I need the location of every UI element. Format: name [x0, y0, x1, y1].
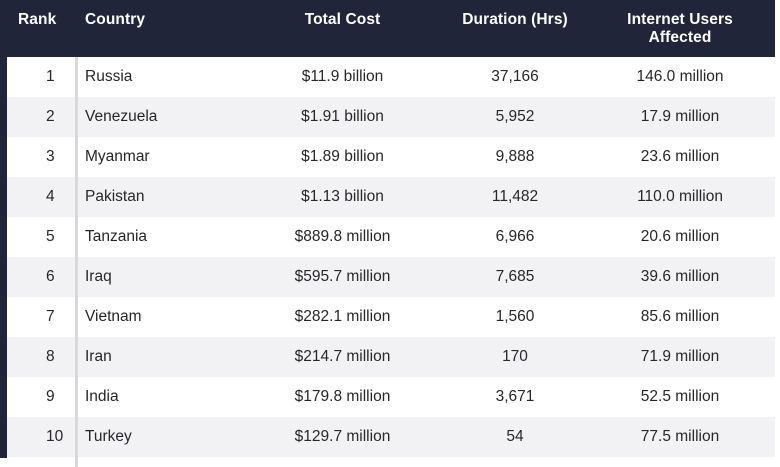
- table-row: 10 Turkey $129.7 million 54 77.5 million: [0, 417, 775, 457]
- users-affected-cell: 71.9 million: [640, 348, 720, 365]
- total-cost-cell: $214.7 million: [294, 348, 391, 365]
- total-cost-cell: $1.89 billion: [301, 148, 384, 165]
- total-cost-cell: $11.9 billion: [301, 68, 384, 85]
- rank-cell: 1: [46, 68, 55, 85]
- table-row: 4 Pakistan $1.13 billion 11,482 110.0 mi…: [0, 177, 775, 217]
- duration-cell: 170: [502, 348, 528, 365]
- column-header-country: Country: [85, 11, 146, 28]
- rank-cell: 7: [46, 308, 55, 325]
- rank-cell: 3: [46, 148, 55, 165]
- country-cell: Russia: [85, 68, 133, 85]
- users-affected-cell: 52.5 million: [640, 388, 720, 405]
- duration-cell: 37,166: [491, 68, 539, 85]
- duration-cell: 7,685: [495, 268, 535, 285]
- users-affected-cell: 39.6 million: [640, 268, 720, 285]
- table-row: 1 Russia $11.9 billion 37,166 146.0 mill…: [0, 57, 775, 97]
- users-affected-cell: 20.6 million: [640, 228, 720, 245]
- users-affected-cell: 23.6 million: [640, 148, 720, 165]
- country-cell: Venezuela: [85, 108, 158, 125]
- rank-cell: 5: [46, 228, 55, 245]
- total-cost-cell: $1.91 billion: [301, 108, 384, 125]
- table-row: 8 Iran $214.7 million 170 71.9 million: [0, 337, 775, 377]
- users-affected-cell: 110.0 million: [637, 188, 723, 205]
- users-affected-cell: 77.5 million: [640, 428, 720, 445]
- country-cell: Iraq: [85, 268, 112, 285]
- country-cell: Turkey: [85, 428, 132, 445]
- country-cell: Pakistan: [85, 188, 145, 205]
- column-header-users-affected: Internet Users Affected: [627, 11, 733, 47]
- table-body: 1 Russia $11.9 billion 37,166 146.0 mill…: [0, 57, 775, 457]
- table-header-row: Rank Country Total Cost Duration (Hrs) I…: [0, 0, 775, 57]
- country-shutdown-cost-table: Rank Country Total Cost Duration (Hrs) I…: [0, 0, 775, 457]
- rank-cell: 9: [46, 388, 55, 405]
- column-header-total-cost: Total Cost: [304, 11, 381, 28]
- table-row: 7 Vietnam $282.1 million 1,560 85.6 mill…: [0, 297, 775, 337]
- total-cost-cell: $129.7 million: [294, 428, 391, 445]
- users-affected-cell: 146.0 million: [636, 68, 724, 85]
- total-cost-cell: $1.13 billion: [301, 188, 384, 205]
- table-row: 9 India $179.8 million 3,671 52.5 millio…: [0, 377, 775, 417]
- total-cost-cell: $889.8 million: [294, 228, 391, 245]
- rank-cell: 6: [46, 268, 55, 285]
- users-affected-cell: 85.6 million: [640, 308, 720, 325]
- duration-cell: 6,966: [495, 228, 535, 245]
- duration-cell: 3,671: [495, 388, 535, 405]
- table-row: 3 Myanmar $1.89 billion 9,888 23.6 milli…: [0, 137, 775, 177]
- users-affected-cell: 17.9 million: [640, 108, 720, 125]
- total-cost-cell: $282.1 million: [294, 308, 391, 325]
- country-cell: India: [85, 388, 119, 405]
- rank-cell: 4: [46, 188, 55, 205]
- total-cost-cell: $179.8 million: [294, 388, 391, 405]
- table-row: 2 Venezuela $1.91 billion 5,952 17.9 mil…: [0, 97, 775, 137]
- rank-column-divider: [75, 57, 78, 467]
- country-cell: Tanzania: [85, 228, 148, 245]
- duration-cell: 54: [506, 428, 524, 445]
- table-left-accent-bar: [0, 0, 7, 458]
- total-cost-cell: $595.7 million: [294, 268, 391, 285]
- rank-cell: 8: [46, 348, 55, 365]
- duration-cell: 9,888: [495, 148, 535, 165]
- country-cell: Vietnam: [85, 308, 142, 325]
- column-header-duration: Duration (Hrs): [462, 11, 568, 28]
- country-cell: Iran: [85, 348, 112, 365]
- table-row: 5 Tanzania $889.8 million 6,966 20.6 mil…: [0, 217, 775, 257]
- column-header-rank: Rank: [18, 11, 57, 28]
- rank-cell: 2: [46, 108, 55, 125]
- duration-cell: 11,482: [491, 188, 539, 205]
- table-row: 6 Iraq $595.7 million 7,685 39.6 million: [0, 257, 775, 297]
- rank-cell: 10: [46, 428, 64, 445]
- duration-cell: 1,560: [495, 308, 535, 325]
- country-cell: Myanmar: [85, 148, 150, 165]
- duration-cell: 5,952: [495, 108, 535, 125]
